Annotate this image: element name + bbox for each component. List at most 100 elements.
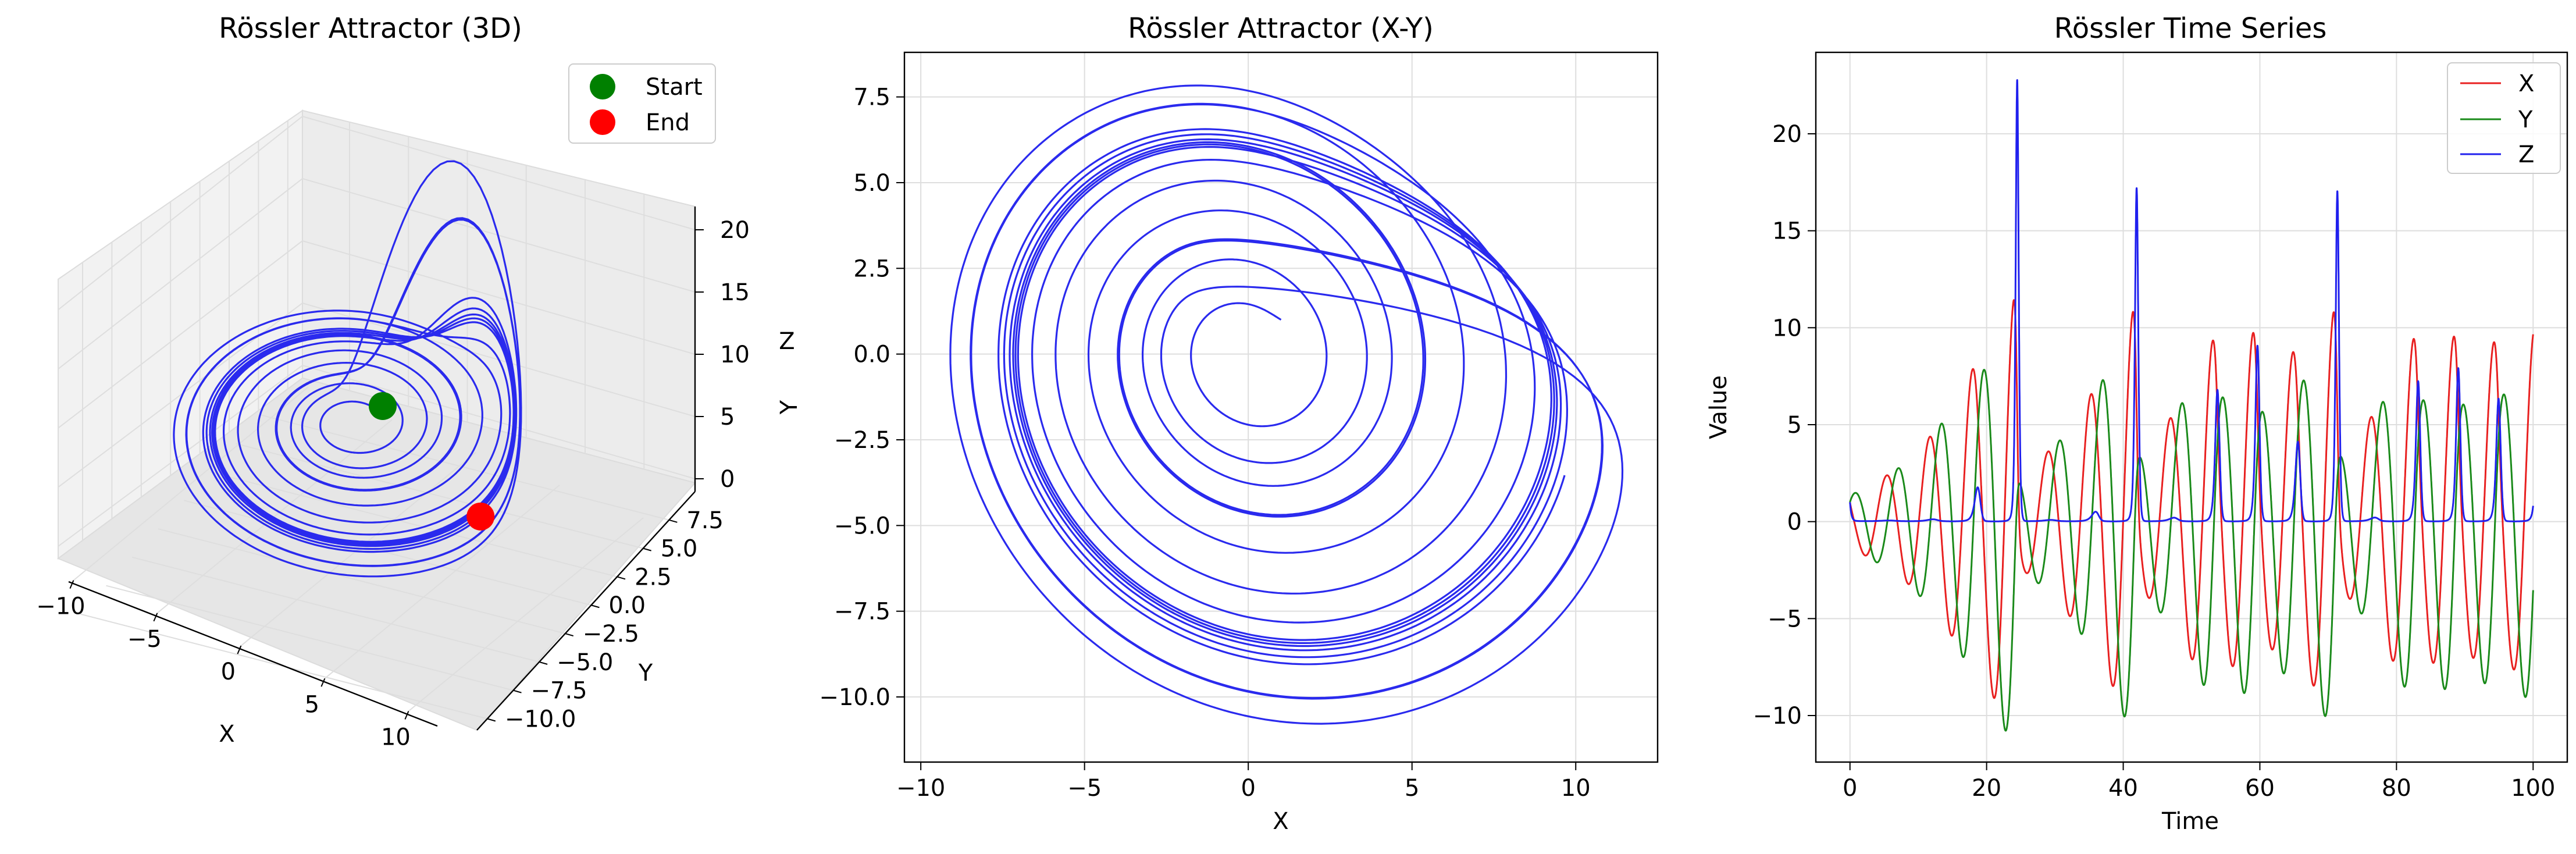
legend-y-label: Y [2518, 106, 2533, 133]
y-tick-mark [669, 519, 678, 523]
ts-y-tick-label: −5 [1768, 606, 1802, 632]
xy-x-tick-label: 0 [1241, 775, 1255, 802]
xy-y-axis-label: Y [776, 400, 803, 415]
series-y-line [1849, 369, 2534, 732]
panel-xy-ticks: −10 −5 0 5 10 −10.0 −7.5 −5.0 −2.5 0.0 2.5 5.0 7.5 [819, 84, 1590, 802]
floor-x-gridline [408, 517, 644, 712]
panel-3d-grid [58, 115, 696, 720]
legend-end-marker [590, 109, 615, 135]
legend-ts: X Y Z [2447, 62, 2561, 174]
start-marker [369, 392, 397, 420]
floor-y-gridline [184, 500, 592, 606]
trajectory-xy [949, 84, 1624, 725]
floor-y-gridline [131, 556, 540, 663]
ts-y-tick-label: 20 [1772, 121, 1802, 148]
xy-y-tick-label: 5.0 [853, 170, 890, 197]
xy-y-tick-label: 2.5 [853, 255, 890, 282]
x-tick-mark [237, 645, 242, 654]
panel-xy: Rössler Attractor (X-Y) −10 −5 0 5 10 −10.0 −7… [776, 12, 1659, 835]
ts-y-tick-label: 10 [1772, 315, 1802, 341]
ts-x-tick-label: 100 [2511, 775, 2555, 802]
z-gridline [58, 364, 696, 547]
xy-y-tick-label: 7.5 [853, 84, 890, 111]
floor-x-gridline [73, 386, 309, 581]
z-tick-label: 0 [720, 466, 735, 493]
floor-y-gridline [106, 585, 514, 691]
z-tick-label: 20 [720, 217, 750, 244]
x-tick-label: −5 [127, 626, 162, 653]
y-tick-mark [487, 718, 496, 722]
legend-3d: Start End [568, 63, 716, 144]
ts-y-tick-label: 0 [1787, 509, 1802, 536]
x-tick-mark [153, 613, 158, 622]
x-tick-mark [404, 711, 409, 720]
series-x-line [1849, 299, 2534, 699]
x-tick-label: −10 [36, 593, 85, 620]
y-tick-label: 7.5 [686, 507, 724, 534]
xy-x-axis-label: X [1273, 808, 1288, 835]
xy-x-tick-label: −5 [1067, 775, 1102, 802]
z-axis-label: Z [779, 328, 794, 355]
ts-y-tick-label: 15 [1772, 218, 1802, 245]
xy-y-tick-label: −5.0 [834, 513, 890, 539]
y-tick-mark [617, 576, 626, 580]
xy-y-tick-label: −7.5 [834, 599, 890, 625]
panel-3d: Rössler Attractor (3D) −10 −5 0 5 10 7.55.02.… [36, 12, 795, 751]
legend-start-label: Start [646, 74, 703, 101]
z-gridline [58, 115, 696, 311]
y-tick-mark [643, 547, 651, 551]
y-tick-mark [565, 633, 574, 637]
floor-y-gridline [262, 414, 669, 521]
ts-x-axis-label: Time [2161, 808, 2219, 835]
ts-y-axis-label: Value [1705, 375, 1732, 439]
floor-y-gridline [209, 471, 618, 578]
x-axis-label: X [219, 721, 234, 748]
y-tick-label: 2.5 [635, 564, 672, 590]
end-marker [466, 502, 495, 531]
y-tick-label: −2.5 [583, 621, 639, 647]
x-axis-line [68, 581, 438, 727]
panel-3d-ticks: −10 −5 0 5 10 7.55.02.50.0−2.5−5.0−7.5−10.0 0 5… [36, 217, 750, 751]
panel-timeseries: Rössler Time Series 0 20 40 60 80 100 −10 −5 0 5 1… [1705, 12, 2568, 835]
xy-y-tick-label: −10.0 [819, 684, 890, 711]
z-tick-label: 5 [720, 404, 735, 430]
ts-x-tick-label: 60 [2245, 775, 2275, 802]
panel-xy-title: Rössler Attractor (X-Y) [1128, 12, 1434, 45]
y-tick-label: −7.5 [531, 678, 587, 704]
xy-y-tick-label: −2.5 [834, 427, 890, 454]
panel-ts-title: Rössler Time Series [2054, 12, 2327, 45]
y-tick-label: 0.0 [608, 592, 646, 619]
z-tick-label: 10 [720, 341, 750, 368]
y-tick-mark [591, 604, 600, 609]
xy-x-tick-label: 10 [1561, 775, 1591, 802]
z-gridline [58, 240, 696, 429]
x-tick-label: 10 [381, 724, 411, 751]
legend-end-label: End [646, 109, 690, 136]
floor-y-gridline [158, 528, 566, 635]
ts-x-tick-label: 40 [2108, 775, 2138, 802]
ts-x-tick-label: 20 [1972, 775, 2001, 802]
xy-y-tick-label: 0.0 [853, 341, 890, 368]
x-tick-mark [320, 678, 326, 687]
trajectory-3d [173, 160, 522, 578]
y-tick-mark [539, 661, 548, 665]
floor-y-gridline [236, 443, 643, 549]
x-tick-label: 0 [221, 659, 236, 685]
xy-x-tick-label: −10 [896, 775, 945, 802]
ts-y-tick-label: 5 [1787, 412, 1802, 439]
y-tick-label: 5.0 [661, 536, 698, 563]
xy-x-tick-label: 5 [1405, 775, 1419, 802]
panel-ts-frame [1815, 51, 2568, 763]
legend-z-label: Z [2518, 141, 2534, 168]
series-z-line [1849, 79, 2534, 522]
ts-x-tick-label: 80 [2382, 775, 2411, 802]
y-axis-label: Y [638, 660, 653, 686]
legend-start-marker [590, 74, 615, 99]
x-tick-mark [69, 580, 74, 589]
legend-x-label: X [2518, 70, 2534, 97]
y-tick-label: −5.0 [557, 649, 613, 676]
panel-3d-title: Rössler Attractor (3D) [219, 12, 522, 45]
panel-ts-ticks: 0 20 40 60 80 100 −10 −5 0 5 10 15 20 [1753, 121, 2556, 802]
